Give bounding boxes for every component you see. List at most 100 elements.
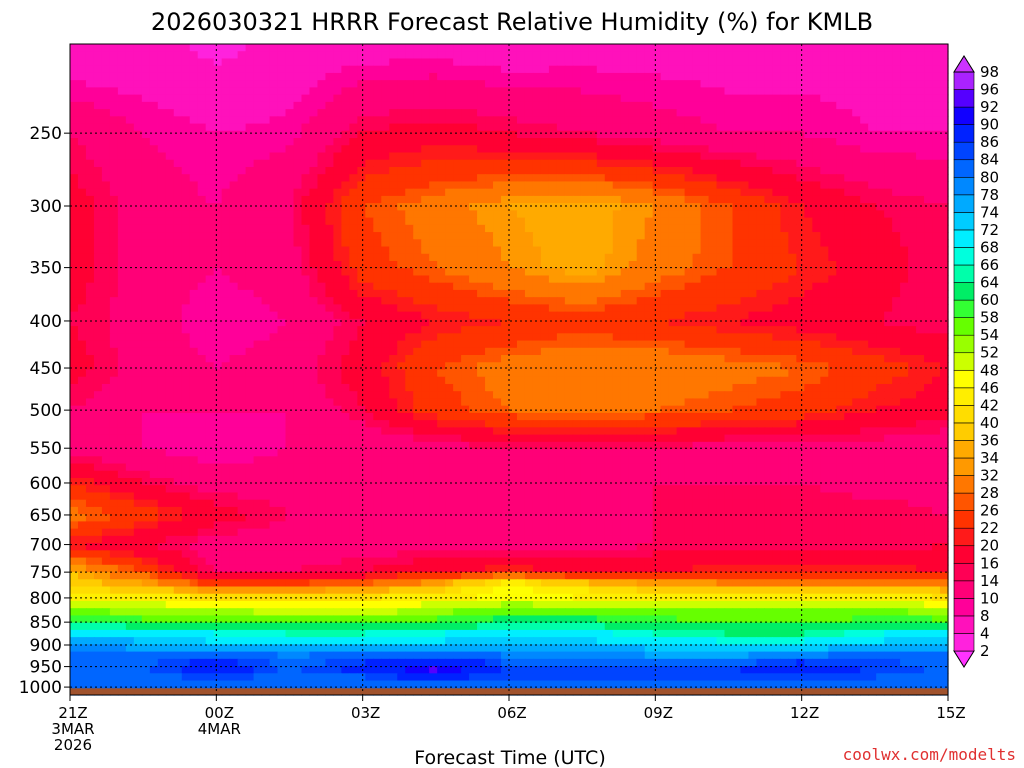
heatmap-cell (293, 109, 303, 117)
heatmap-cell (365, 253, 374, 262)
heatmap-cell (301, 355, 311, 363)
heatmap-cell (405, 261, 414, 269)
heatmap-cell (564, 297, 574, 305)
heatmap-cell (628, 217, 638, 226)
heatmap-cell (301, 246, 311, 255)
heatmap-cell (556, 166, 566, 175)
heatmap-cell (556, 362, 566, 371)
heatmap-cell (556, 203, 566, 211)
heatmap-cell (389, 203, 398, 211)
heatmap-cell (756, 72, 766, 81)
heatmap-cell (173, 217, 183, 226)
heatmap-cell (548, 333, 558, 342)
heatmap-cell (524, 239, 534, 248)
heatmap-cell (660, 275, 670, 284)
heatmap-cell (237, 58, 247, 67)
heatmap-cell (125, 217, 135, 226)
heatmap-cell (197, 130, 207, 139)
heatmap-cell (756, 224, 766, 233)
heatmap-cell (684, 174, 694, 183)
heatmap-cell (820, 87, 829, 96)
heatmap-cell (181, 116, 191, 125)
heatmap-cell (197, 145, 207, 154)
heatmap-cell (373, 109, 382, 117)
heatmap-cell (293, 65, 303, 74)
heatmap-cell (501, 289, 510, 298)
heatmap-cell (596, 72, 606, 81)
heatmap-cell (620, 268, 630, 277)
heatmap-cell (149, 94, 159, 103)
heatmap-cell (788, 80, 797, 88)
heatmap-cell (293, 203, 303, 211)
heatmap-cell (676, 297, 686, 305)
heatmap-cell (397, 65, 406, 74)
heatmap-cell (77, 304, 87, 313)
heatmap-cell (197, 138, 207, 146)
heatmap-cell (764, 275, 773, 284)
heatmap-cell (349, 188, 358, 197)
heatmap-cell (860, 116, 869, 125)
heatmap-cell (485, 44, 494, 52)
heatmap-cell (70, 174, 79, 183)
heatmap-cell (652, 65, 662, 74)
heatmap-cell (317, 145, 327, 154)
heatmap-cell (836, 87, 845, 96)
heatmap-cell (413, 347, 422, 356)
heatmap-cell (165, 65, 175, 74)
heatmap-cell (540, 203, 550, 211)
heatmap-cell (708, 355, 718, 363)
heatmap-cell (125, 268, 135, 277)
heatmap-cell (788, 347, 797, 356)
heatmap-cell (636, 275, 646, 284)
heatmap-cell (524, 87, 534, 96)
heatmap-cell (437, 297, 446, 305)
heatmap-cell (197, 80, 207, 88)
heatmap-cell (317, 174, 327, 183)
heatmap-cell (772, 109, 781, 117)
heatmap-cell (692, 232, 702, 240)
heatmap-cell (708, 174, 718, 183)
heatmap-cell (93, 304, 103, 313)
heatmap-cell (860, 51, 869, 60)
heatmap-cell (493, 188, 502, 197)
heatmap-cell (70, 333, 79, 342)
heatmap-cell (684, 217, 694, 226)
heatmap-cell (429, 246, 438, 255)
heatmap-cell (421, 268, 430, 277)
heatmap-cell (437, 210, 446, 219)
heatmap-cell (548, 72, 558, 81)
heatmap-cell (716, 355, 726, 363)
heatmap-cell (285, 152, 295, 161)
heatmap-cell (612, 123, 622, 132)
heatmap-cell (157, 174, 167, 183)
heatmap-cell (804, 130, 813, 139)
heatmap-cell (884, 253, 893, 262)
heatmap-cell (748, 232, 758, 240)
heatmap-cell (828, 101, 837, 110)
heatmap-cell (940, 195, 949, 204)
heatmap-cell (413, 232, 422, 240)
heatmap-cell (628, 268, 638, 277)
heatmap-cell (612, 65, 622, 74)
heatmap-cell (197, 326, 207, 334)
heatmap-cell (237, 65, 247, 74)
heatmap-cell (157, 181, 167, 190)
heatmap-cell (85, 224, 95, 233)
heatmap-cell (540, 80, 550, 88)
heatmap-cell (445, 44, 454, 52)
heatmap-cell (70, 246, 79, 255)
heatmap-cell (293, 101, 303, 110)
heatmap-cell (812, 340, 821, 349)
heatmap-cell (405, 152, 414, 161)
heatmap-cell (245, 289, 255, 298)
heatmap-cell (333, 282, 342, 291)
heatmap-cell (93, 51, 103, 60)
heatmap-cell (245, 203, 255, 211)
heatmap-cell (724, 181, 734, 190)
heatmap-cell (293, 195, 303, 204)
heatmap-cell (325, 340, 334, 349)
heatmap-cell (884, 109, 893, 117)
heatmap-cell (317, 123, 327, 132)
heatmap-cell (692, 188, 702, 197)
heatmap-cell (932, 355, 941, 363)
